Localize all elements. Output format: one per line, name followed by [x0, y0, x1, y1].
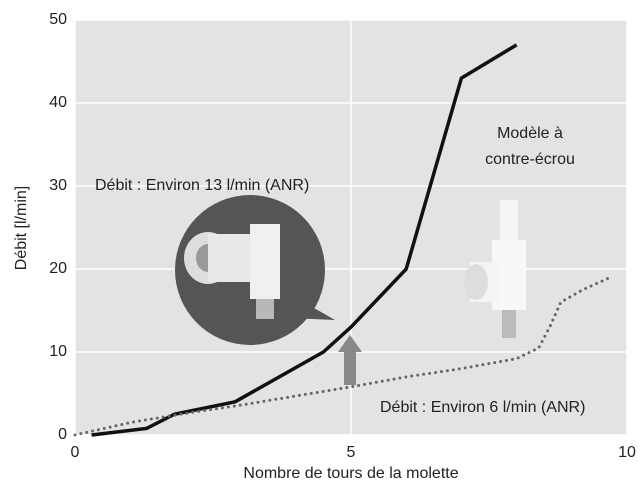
- annotation: Débit : Environ 13 l/min (ANR): [95, 177, 309, 194]
- x-tick-label: 0: [71, 444, 80, 461]
- y-tick-label: 20: [49, 260, 67, 277]
- fitting-callout: [175, 195, 335, 345]
- y-tick-label: 30: [49, 177, 67, 194]
- x-axis-label: Nombre de tours de la molette: [243, 465, 458, 482]
- y-tick-label: 50: [49, 11, 67, 28]
- line-series: [91, 43, 518, 437]
- x-tick-label: 5: [347, 444, 356, 461]
- arrow: [338, 335, 362, 385]
- y-axis-label: Débit [l/min]: [13, 186, 30, 270]
- annotation: contre-écrou: [485, 151, 575, 168]
- y-tick-label: 0: [58, 426, 67, 443]
- y-tick-label: 40: [49, 94, 67, 111]
- fitting-image: [464, 200, 526, 338]
- x-tick-label: 10: [618, 444, 636, 461]
- y-tick-label: 10: [49, 343, 67, 360]
- annotation: Modèle à: [497, 125, 563, 142]
- annotation: Débit : Environ 6 l/min (ANR): [380, 399, 585, 416]
